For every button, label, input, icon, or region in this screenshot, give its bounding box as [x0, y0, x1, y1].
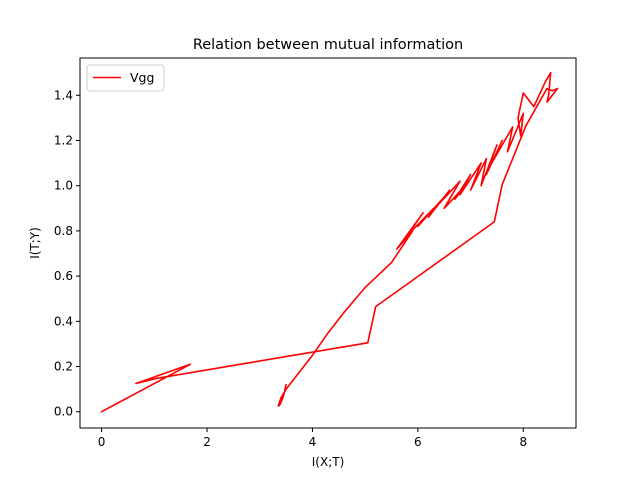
axes-frame — [79, 57, 577, 429]
data-layer — [100, 71, 559, 413]
chart-title: Relation between mutual information — [193, 37, 463, 53]
x-tick-label: 4 — [309, 435, 317, 449]
legend-box — [86, 64, 165, 92]
y-tick-label: 0.2 — [54, 360, 73, 374]
plot-area — [79, 57, 577, 429]
x-tick-label: 0 — [98, 435, 106, 449]
y-axis: 0.0 0.2 0.4 0.6 0.8 1.0 1.2 1.4 — [54, 88, 80, 419]
y-tick-label: 0.8 — [54, 224, 73, 238]
y-tick-label: 1.2 — [54, 133, 73, 147]
legend: Vgg — [86, 64, 165, 92]
y-tick-label: 1.4 — [54, 88, 73, 102]
y-tick-label: 1.0 — [54, 179, 73, 193]
x-tick-label: 8 — [519, 435, 527, 449]
x-axis: 0 2 4 6 8 — [98, 428, 527, 449]
y-axis-label: I(T;Y) — [28, 227, 42, 259]
x-tick-label: 6 — [414, 435, 422, 449]
series-line-vgg — [100, 71, 559, 413]
y-tick-label: 0.0 — [54, 405, 73, 419]
y-tick-label: 0.4 — [54, 314, 73, 328]
x-tick-label: 2 — [203, 435, 211, 449]
x-axis-label: I(X;T) — [312, 455, 345, 469]
legend-label-vgg: Vgg — [130, 70, 154, 85]
y-tick-label: 0.6 — [54, 269, 73, 283]
